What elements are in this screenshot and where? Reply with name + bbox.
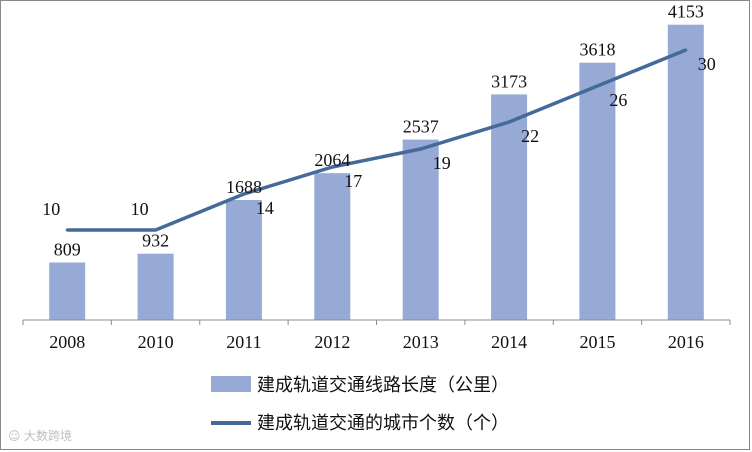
watermark-text: 大数跨境 <box>24 428 72 443</box>
x-tick-label: 2015 <box>579 332 615 352</box>
bar-2013 <box>402 139 439 320</box>
x-axis: 2008 2010 2011 2012 2013 2014 2015 2016 <box>22 319 731 352</box>
bar-2015 <box>579 62 616 320</box>
line-series <box>65 48 688 232</box>
line-value-label: 14 <box>256 198 274 218</box>
bar-value-label: 3618 <box>579 40 615 60</box>
bar-2011 <box>225 200 262 320</box>
bar-2014 <box>491 94 528 321</box>
legend-bar-label: 建成轨道交通线路长度（公里） <box>257 375 509 396</box>
bar-value-label: 4153 <box>668 2 704 22</box>
line-value-label: 19 <box>433 153 451 173</box>
x-tick-label: 2016 <box>668 332 704 352</box>
bar-value-label: 2064 <box>314 150 350 170</box>
x-tick-label: 2011 <box>226 332 261 352</box>
line-value-label: 17 <box>344 171 362 191</box>
bar-2008 <box>49 262 86 320</box>
bar-value-label: 2537 <box>403 117 439 137</box>
line-point-2010 <box>154 228 158 232</box>
line-point-2014 <box>507 120 511 124</box>
line-data-labels: 10 10 14 17 19 22 26 30 <box>42 54 716 219</box>
bar-2012 <box>314 173 351 320</box>
bar-value-label: 1688 <box>226 177 262 197</box>
bar-value-label: 932 <box>142 231 169 251</box>
x-tick-label: 2013 <box>403 332 439 352</box>
bar-data-labels: 809 932 1688 2064 2537 3173 3618 4153 <box>54 2 704 260</box>
watermark-logo-icon: ☺ <box>8 429 21 443</box>
city-count-line <box>67 48 687 232</box>
legend-line-label: 建成轨道交通的城市个数（个） <box>257 413 509 434</box>
line-point-2015 <box>595 84 599 88</box>
line-point-2013 <box>419 147 423 151</box>
bar-2010 <box>137 253 174 320</box>
line-point-2011 <box>242 192 246 196</box>
bar-value-label: 809 <box>54 240 81 260</box>
line-value-label: 10 <box>42 199 60 219</box>
line-value-label: 26 <box>609 90 627 110</box>
watermark: ☺ 大数跨境 <box>8 428 72 443</box>
bar-2016 <box>667 24 704 320</box>
x-tick-label: 2010 <box>138 332 174 352</box>
line-point-2012 <box>330 165 334 169</box>
x-tick-label: 2008 <box>49 332 85 352</box>
legend: 建成轨道交通线路长度（公里） 建成轨道交通的城市个数（个） <box>211 375 509 434</box>
x-tick-label: 2014 <box>491 332 527 352</box>
x-tick-label: 2012 <box>314 332 350 352</box>
line-value-label: 22 <box>521 126 539 146</box>
bar-value-label: 3173 <box>491 71 527 91</box>
line-value-label: 10 <box>131 199 149 219</box>
legend-bar-swatch <box>211 376 251 392</box>
line-point-2016 <box>684 48 688 52</box>
line-point-2008 <box>65 228 69 232</box>
line-value-label: 30 <box>698 54 716 74</box>
bar-series <box>49 24 704 321</box>
